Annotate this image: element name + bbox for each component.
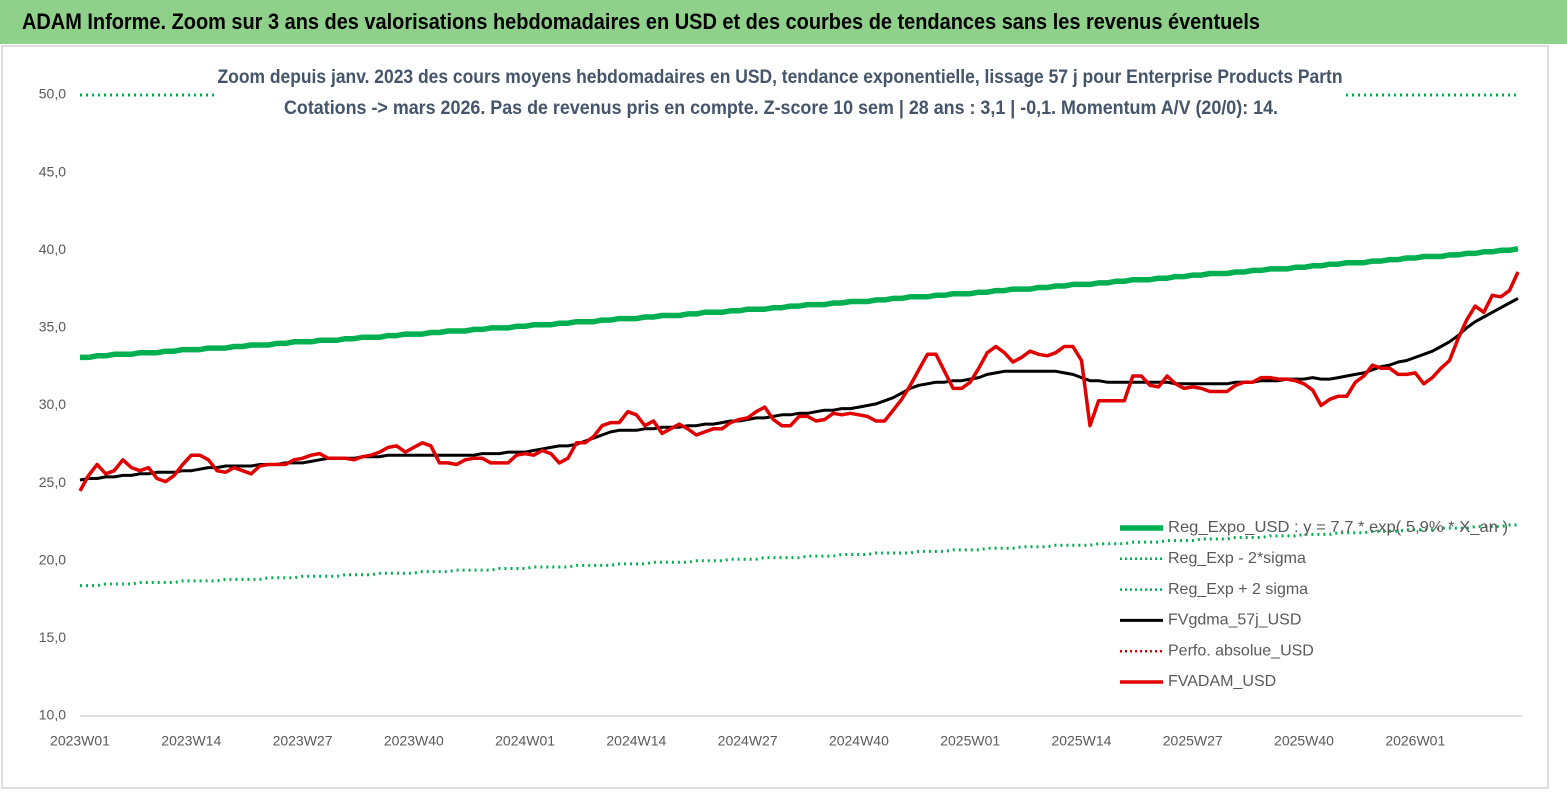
series-line <box>80 245 1519 361</box>
legend-label: Reg_Expo_USD : y = 7,7 * exp( 5,9% * X_a… <box>1168 519 1508 536</box>
legend: Reg_Expo_USD : y = 7,7 * exp( 5,9% * X_a… <box>1120 519 1508 690</box>
x-tick-label: 2023W27 <box>273 733 333 749</box>
y-tick-label: 40,0 <box>39 241 66 257</box>
header-bar <box>0 0 1567 44</box>
series-line <box>80 523 1518 588</box>
x-tick-label: 2025W40 <box>1274 733 1334 749</box>
legend-label: Reg_Exp - 2*sigma <box>1168 550 1306 567</box>
y-tick-label: 30,0 <box>39 396 66 412</box>
x-tick-label: 2024W14 <box>606 733 666 749</box>
x-tick-label: 2023W01 <box>50 733 110 749</box>
x-tick-label: 2023W14 <box>161 733 221 749</box>
x-tick-label: 2024W27 <box>718 733 778 749</box>
legend-label: FVgdma_57j_USD <box>1168 612 1301 629</box>
x-tick-label: 2023W40 <box>384 733 444 749</box>
x-tick-label: 2025W27 <box>1163 733 1223 749</box>
y-tick-label: 15,0 <box>39 629 66 645</box>
chart-subtitle: Zoom depuis janv. 2023 des cours moyens … <box>218 67 1343 88</box>
x-tick-label: 2025W14 <box>1051 733 1111 749</box>
chart-subtitle: Cotations -> mars 2026. Pas de revenus p… <box>284 98 1278 119</box>
x-tick-label: 2024W40 <box>829 733 889 749</box>
legend-label: Perfo. absolue_USD <box>1168 642 1314 659</box>
series-line <box>78 271 1520 492</box>
y-tick-label: 20,0 <box>39 551 66 567</box>
chart-title-box <box>215 62 1345 126</box>
x-tick-label: 2025W01 <box>940 733 1000 749</box>
x-tick-label: 2026W01 <box>1385 733 1445 749</box>
legend-label: Reg_Exp + 2 sigma <box>1168 581 1308 598</box>
y-tick-label: 35,0 <box>39 319 66 335</box>
y-tick-label: 45,0 <box>39 163 66 179</box>
y-tick-label: 10,0 <box>39 707 66 723</box>
legend-label: FVADAM_USD <box>1168 673 1276 690</box>
plot-area <box>78 93 1520 588</box>
x-tick-label: 2024W01 <box>495 733 555 749</box>
page-title: ADAM Informe. Zoom sur 3 ans des valoris… <box>22 9 1260 34</box>
y-tick-label: 25,0 <box>39 474 66 490</box>
y-tick-label: 50,0 <box>39 86 66 102</box>
